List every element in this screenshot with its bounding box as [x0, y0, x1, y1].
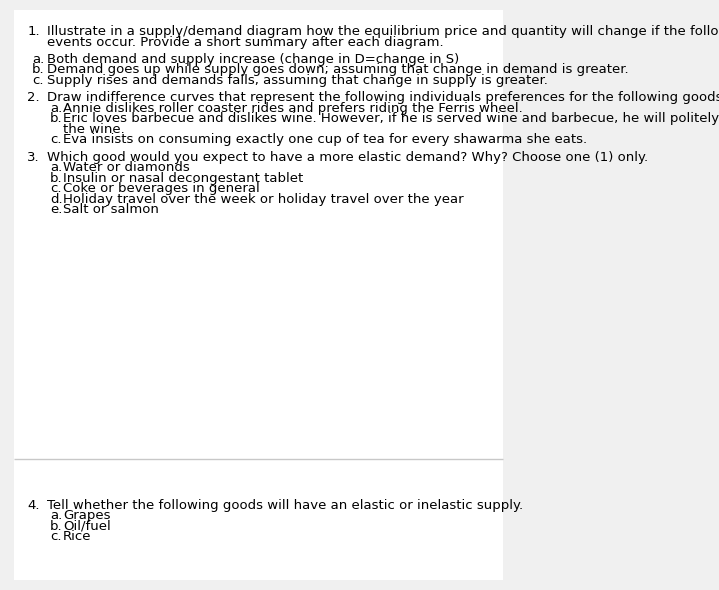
- Text: c.: c.: [50, 182, 62, 195]
- Text: Salt or salmon: Salt or salmon: [63, 203, 159, 216]
- Text: Rice: Rice: [63, 530, 91, 543]
- Text: Grapes: Grapes: [63, 509, 110, 522]
- Text: Water or diamonds: Water or diamonds: [63, 161, 190, 174]
- Text: Both demand and supply increase (change in D=change in S): Both demand and supply increase (change …: [47, 53, 459, 66]
- Text: Which good would you expect to have a more elastic demand? Why? Choose one (1) o: Which good would you expect to have a mo…: [47, 151, 649, 164]
- Text: 4.: 4.: [27, 499, 40, 512]
- Text: Demand goes up while supply goes down; assuming that change in demand is greater: Demand goes up while supply goes down; a…: [47, 64, 629, 77]
- Text: 2.: 2.: [27, 91, 40, 104]
- Text: b.: b.: [32, 64, 45, 77]
- Text: c.: c.: [50, 133, 62, 146]
- Text: Coke or beverages in general: Coke or beverages in general: [63, 182, 260, 195]
- Text: a.: a.: [50, 102, 63, 115]
- Text: b.: b.: [50, 172, 63, 185]
- Text: Annie dislikes roller coaster rides and prefers riding the Ferris wheel.: Annie dislikes roller coaster rides and …: [63, 102, 523, 115]
- Text: a.: a.: [50, 161, 63, 174]
- Text: d.: d.: [50, 192, 63, 206]
- Text: Insulin or nasal decongestant tablet: Insulin or nasal decongestant tablet: [63, 172, 303, 185]
- Text: b.: b.: [50, 112, 63, 125]
- Text: Tell whether the following goods will have an elastic or inelastic supply.: Tell whether the following goods will ha…: [47, 499, 523, 512]
- Text: c.: c.: [32, 74, 44, 87]
- Text: Eva insists on consuming exactly one cup of tea for every shawarma she eats.: Eva insists on consuming exactly one cup…: [63, 133, 587, 146]
- Text: Eric loves barbecue and dislikes wine. However, if he is served wine and barbecu: Eric loves barbecue and dislikes wine. H…: [63, 112, 719, 125]
- Text: events occur. Provide a short summary after each diagram.: events occur. Provide a short summary af…: [47, 35, 444, 48]
- Text: Oil/fuel: Oil/fuel: [63, 520, 111, 533]
- Text: the wine.: the wine.: [63, 123, 124, 136]
- Text: c.: c.: [50, 530, 62, 543]
- Text: a.: a.: [32, 53, 45, 66]
- Text: Supply rises and demands falls, assuming that change in supply is greater.: Supply rises and demands falls, assuming…: [47, 74, 549, 87]
- Text: Holiday travel over the week or holiday travel over the year: Holiday travel over the week or holiday …: [63, 192, 463, 206]
- Text: 3.: 3.: [27, 151, 40, 164]
- Text: Illustrate in a supply/demand diagram how the equilibrium price and quantity wil: Illustrate in a supply/demand diagram ho…: [47, 25, 719, 38]
- Text: 1.: 1.: [27, 25, 40, 38]
- Text: Draw indifference curves that represent the following individuals preferences fo: Draw indifference curves that represent …: [47, 91, 719, 104]
- Text: a.: a.: [50, 509, 63, 522]
- Text: b.: b.: [50, 520, 63, 533]
- Text: e.: e.: [50, 203, 63, 216]
- FancyBboxPatch shape: [14, 10, 503, 580]
